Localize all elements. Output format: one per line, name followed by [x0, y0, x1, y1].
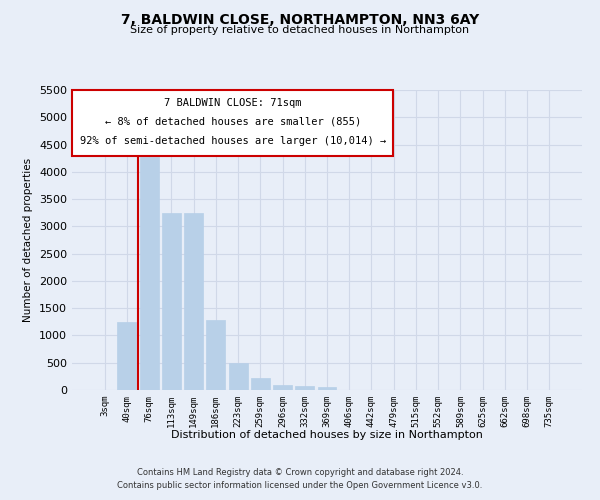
Bar: [206, 320, 225, 390]
Text: Contains public sector information licensed under the Open Government Licence v3: Contains public sector information licen…: [118, 480, 482, 490]
Text: 7, BALDWIN CLOSE, NORTHAMPTON, NN3 6AY: 7, BALDWIN CLOSE, NORTHAMPTON, NN3 6AY: [121, 12, 479, 26]
Y-axis label: Number of detached properties: Number of detached properties: [23, 158, 34, 322]
Bar: [118, 322, 136, 390]
Bar: [251, 378, 270, 390]
Text: ← 8% of detached houses are smaller (855): ← 8% of detached houses are smaller (855…: [104, 117, 361, 127]
Bar: [184, 212, 203, 390]
Text: 92% of semi-detached houses are larger (10,014) →: 92% of semi-detached houses are larger (…: [80, 136, 386, 146]
Text: Contains HM Land Registry data © Crown copyright and database right 2024.: Contains HM Land Registry data © Crown c…: [137, 468, 463, 477]
Bar: [273, 385, 292, 390]
Bar: [317, 386, 337, 390]
Bar: [229, 364, 248, 390]
FancyBboxPatch shape: [72, 90, 394, 156]
Bar: [140, 157, 158, 390]
Text: Distribution of detached houses by size in Northampton: Distribution of detached houses by size …: [171, 430, 483, 440]
Bar: [162, 212, 181, 390]
Text: Size of property relative to detached houses in Northampton: Size of property relative to detached ho…: [130, 25, 470, 35]
Text: 7 BALDWIN CLOSE: 71sqm: 7 BALDWIN CLOSE: 71sqm: [164, 98, 301, 108]
Bar: [295, 386, 314, 390]
